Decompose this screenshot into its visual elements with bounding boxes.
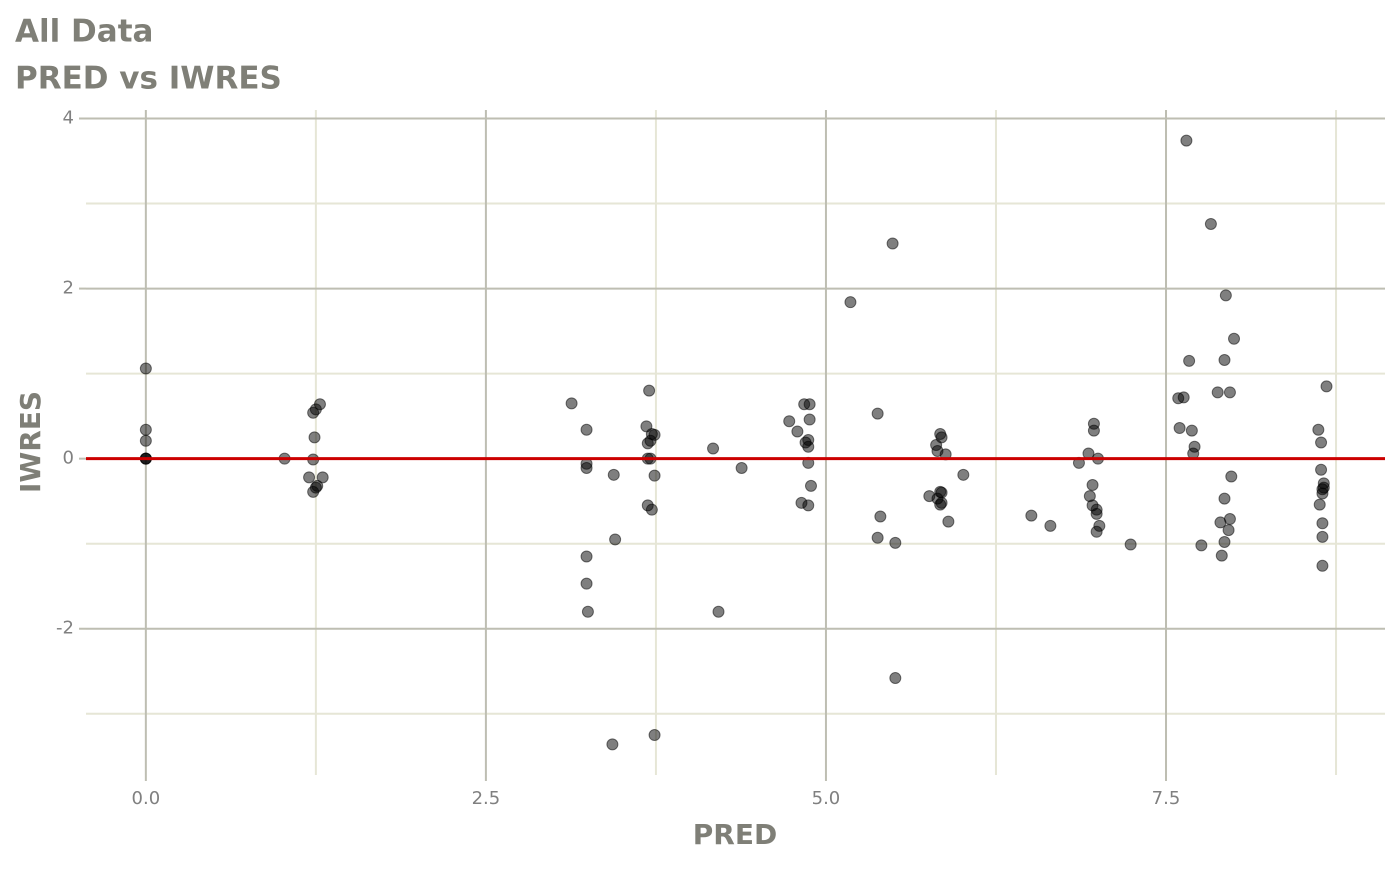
point <box>712 605 725 618</box>
point <box>1316 517 1329 530</box>
point <box>1218 492 1231 505</box>
point <box>1214 516 1227 529</box>
point <box>783 415 796 428</box>
point <box>309 481 322 494</box>
point <box>1219 289 1232 302</box>
point <box>1312 423 1325 436</box>
point <box>1320 380 1333 393</box>
point <box>316 471 329 484</box>
point <box>607 468 620 481</box>
point <box>871 407 884 420</box>
point <box>1316 487 1329 500</box>
point <box>942 515 955 528</box>
point <box>1180 134 1193 147</box>
point <box>844 296 857 309</box>
point <box>935 431 948 444</box>
point <box>707 442 720 455</box>
point <box>886 237 899 250</box>
point <box>1204 217 1217 230</box>
point <box>581 605 594 618</box>
point <box>1211 386 1224 399</box>
point <box>648 729 661 742</box>
chart-title: All Data <box>15 14 153 50</box>
point <box>804 479 817 492</box>
point <box>609 533 622 546</box>
point <box>580 550 593 563</box>
y-tick-label: 4 <box>63 108 74 129</box>
point <box>643 384 656 397</box>
point <box>1044 519 1057 532</box>
x-tick-label: 2.5 <box>472 788 501 809</box>
y-tick-label: 0 <box>63 448 74 469</box>
point <box>139 423 152 436</box>
point <box>313 398 326 411</box>
point <box>1228 332 1241 345</box>
point <box>1195 539 1208 552</box>
point <box>1025 509 1038 522</box>
point <box>1218 354 1231 367</box>
point <box>1316 559 1329 572</box>
point <box>1183 354 1196 367</box>
point <box>889 672 902 685</box>
point <box>1086 479 1099 492</box>
x-tick-label: 5.0 <box>812 788 841 809</box>
x-tick-label: 7.5 <box>1152 788 1181 809</box>
point <box>303 471 316 484</box>
point <box>1090 525 1103 538</box>
point <box>1223 386 1236 399</box>
point <box>1215 549 1228 562</box>
y-axis-title: IWRES <box>14 391 47 493</box>
point <box>648 428 661 441</box>
point <box>802 440 815 453</box>
point <box>1313 498 1326 511</box>
point <box>308 431 321 444</box>
point <box>871 531 884 544</box>
point <box>1173 422 1186 435</box>
point <box>874 510 887 523</box>
point <box>1222 524 1235 537</box>
point <box>139 362 152 375</box>
point <box>1090 507 1103 520</box>
y-tick-label: 2 <box>63 278 74 299</box>
point <box>934 498 947 511</box>
point <box>791 425 804 438</box>
point <box>580 577 593 590</box>
point <box>1087 424 1100 437</box>
point <box>580 423 593 436</box>
point <box>1177 391 1190 404</box>
point <box>645 503 658 516</box>
y-tick-label: -2 <box>56 618 74 639</box>
point <box>1315 463 1328 476</box>
point <box>735 462 748 475</box>
chart-subtitle: PRED vs IWRES <box>15 61 282 97</box>
point <box>802 499 815 512</box>
point <box>1315 436 1328 449</box>
point <box>1316 530 1329 543</box>
point <box>606 738 619 751</box>
point <box>803 398 816 411</box>
point <box>1185 424 1198 437</box>
point <box>1218 535 1231 548</box>
x-tick-label: 0.0 <box>132 788 161 809</box>
point <box>648 469 661 482</box>
point <box>565 397 578 410</box>
point <box>889 536 902 549</box>
x-axis-title: PRED <box>693 818 777 851</box>
point <box>1225 470 1238 483</box>
point <box>139 434 152 447</box>
point <box>1124 538 1137 551</box>
point <box>957 468 970 481</box>
point <box>803 413 816 426</box>
point <box>580 462 593 475</box>
